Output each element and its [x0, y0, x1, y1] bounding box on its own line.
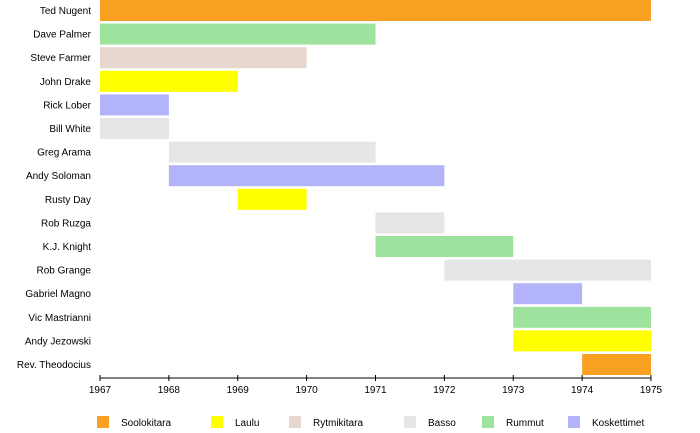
legend-swatch [482, 416, 494, 428]
member-labels: Ted Nugent Dave Palmer Steve Farmer John Dr… [17, 6, 92, 371]
member-label: Andy Jezowski [25, 336, 91, 347]
legend: Soolokitara Laulu Rytmikitara Basso Rummut Ko… [97, 416, 644, 429]
x-tick-label: 1975 [640, 385, 663, 396]
legend-label: Laulu [235, 418, 259, 429]
x-tick-label: 1974 [571, 385, 594, 396]
member-label: Rob Grange [37, 266, 92, 277]
member-bar [444, 259, 651, 281]
member-bar [375, 236, 514, 257]
x-axis: 1967 1968 1969 1970 1971 1972 1973 1974 1975 [89, 375, 663, 396]
member-bar [513, 330, 651, 352]
x-tick-label: 1968 [158, 385, 181, 396]
member-bar [513, 283, 583, 305]
member-label: Rev. Theodocius [17, 360, 91, 371]
member-bar [168, 165, 445, 187]
member-bar [513, 306, 651, 328]
member-label: Vic Mastrianni [28, 313, 91, 324]
member-label: Rusty Day [45, 195, 91, 206]
member-label: Bill White [49, 124, 91, 135]
x-tick-label: 1973 [502, 385, 525, 396]
x-tick-label: 1967 [89, 385, 112, 396]
member-label: Andy Soloman [26, 171, 91, 182]
member-label: K.J. Knight [43, 242, 92, 253]
x-tick-label: 1972 [433, 385, 456, 396]
member-label: Rick Lober [43, 100, 91, 111]
member-bar [100, 118, 169, 139]
x-tick-label: 1969 [227, 385, 250, 396]
member-bar [100, 70, 238, 92]
member-bar [168, 141, 376, 163]
member-bar [582, 354, 651, 375]
legend-label: Basso [428, 418, 456, 429]
member-bar [100, 47, 307, 69]
member-bar [100, 0, 651, 21]
legend-swatch [97, 416, 109, 428]
member-label: Ted Nugent [40, 6, 91, 17]
legend-swatch [289, 416, 301, 428]
x-tick-label: 1970 [296, 385, 319, 396]
member-bar [100, 94, 169, 116]
legend-swatch [568, 416, 580, 428]
member-label: Rob Ruzga [41, 218, 91, 229]
legend-label: Rytmikitara [313, 418, 363, 429]
legend-label: Soolokitara [121, 418, 171, 429]
bars-layer [100, 0, 651, 375]
member-label: John Drake [40, 77, 92, 88]
x-tick-label: 1971 [364, 385, 387, 396]
legend-label: Koskettimet [592, 418, 644, 429]
legend-swatch [404, 416, 416, 428]
member-bar [237, 188, 307, 210]
member-bar [100, 23, 376, 45]
member-label: Steve Farmer [30, 53, 91, 64]
member-label: Dave Palmer [33, 30, 91, 41]
legend-swatch [211, 416, 223, 428]
legend-label: Rummut [506, 418, 544, 429]
member-bar [375, 212, 445, 234]
member-label: Gabriel Magno [25, 289, 91, 300]
member-label: Greg Arama [37, 148, 91, 159]
